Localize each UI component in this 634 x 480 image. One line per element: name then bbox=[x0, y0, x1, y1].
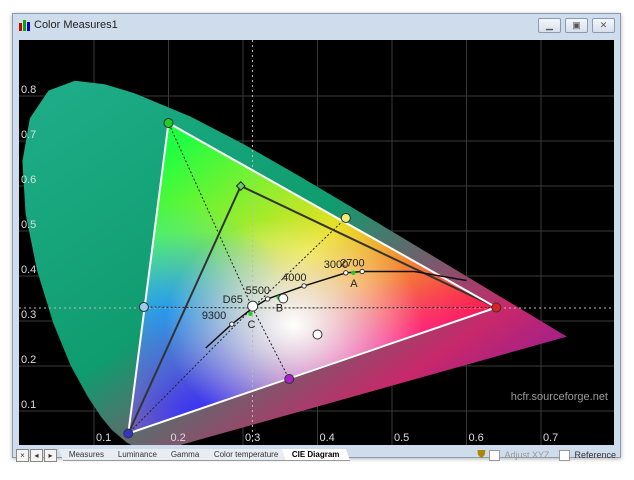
tab-label: Measures bbox=[68, 450, 104, 459]
yellow-marker bbox=[340, 212, 351, 223]
watermark-text: hcfr.sourceforge.net bbox=[511, 391, 608, 403]
close-tab-button[interactable]: × bbox=[16, 448, 29, 462]
x-tick-label: 0.4 bbox=[320, 432, 335, 444]
temperature-point bbox=[264, 296, 271, 302]
tab-measures[interactable]: Measures bbox=[58, 449, 115, 461]
illuminant-point bbox=[351, 270, 356, 276]
x-tick-label: 0.2 bbox=[171, 432, 186, 444]
measured-point bbox=[312, 329, 323, 340]
title-bar: Color Measures1 bbox=[19, 19, 118, 31]
app-window: Color Measures1 ▁ ▣ ✕ 0.1 0.2 0.3 0.4 0.5 0.6… bbox=[12, 13, 621, 462]
cyan-marker bbox=[138, 302, 149, 313]
tab-label: CIE Diagram bbox=[292, 450, 340, 459]
tab-gamma[interactable]: Gamma bbox=[161, 449, 210, 461]
x-tick-label: 0.6 bbox=[469, 432, 484, 444]
adjust-xyz-checkbox[interactable] bbox=[489, 449, 501, 461]
window-title: Color Measures1 bbox=[34, 19, 118, 31]
primary-marker bbox=[491, 302, 502, 313]
tab-bar: × ◂ ▸ Measures Luminance Gamma Color tem… bbox=[16, 446, 616, 464]
tab-cie-diagram[interactable]: CIE Diagram bbox=[282, 449, 350, 461]
cie-chart-svg: 0.1 0.2 0.3 0.4 0.5 0.6 0.7 0.1 0.2 0.3 0.4 0.5 0.6 0… bbox=[19, 40, 614, 454]
temperature-point bbox=[359, 268, 365, 275]
tab-luminance[interactable]: Luminance bbox=[107, 449, 168, 461]
temperature-point bbox=[343, 270, 349, 276]
primary-marker bbox=[163, 118, 174, 128]
adjust-xyz-label: Adjust XYZ bbox=[504, 450, 550, 460]
minimize-button[interactable]: ▁ bbox=[538, 18, 561, 33]
white-to-primary-line bbox=[252, 217, 347, 309]
temperature-point bbox=[229, 321, 235, 327]
gamut-fill bbox=[128, 123, 497, 434]
temperature-label: D65 bbox=[223, 294, 243, 306]
reference-gamut-triangle bbox=[127, 121, 499, 435]
illuminant-label: C bbox=[247, 319, 255, 331]
measured-green-marker bbox=[235, 181, 246, 191]
temperature-point bbox=[301, 283, 307, 289]
y-tick-label: 0.8 bbox=[21, 84, 36, 96]
tab-label: Gamma bbox=[171, 450, 200, 459]
primary-marker bbox=[123, 428, 134, 439]
y-tick-label: 0.7 bbox=[21, 129, 36, 141]
tab-label: Luminance bbox=[117, 450, 158, 459]
x-tick-label: 0.1 bbox=[96, 432, 111, 444]
x-tick-label: 0.5 bbox=[394, 432, 409, 444]
temperature-label: 3000 bbox=[324, 259, 348, 271]
measured-point bbox=[247, 300, 259, 312]
reference-checkbox[interactable] bbox=[559, 449, 571, 461]
x-tick-label: 0.7 bbox=[543, 432, 558, 444]
tab-label: Color temperature bbox=[213, 450, 279, 459]
illuminant-point bbox=[248, 311, 253, 316]
illuminant-label: A bbox=[350, 278, 358, 290]
y-tick-label: 0.4 bbox=[21, 264, 36, 276]
white-to-primary-line bbox=[252, 307, 290, 380]
illuminant-label: B bbox=[276, 303, 283, 315]
shield-icon[interactable]: ⛊ bbox=[477, 448, 486, 461]
white-to-primary-line bbox=[127, 307, 253, 434]
next-tab-button[interactable]: ▸ bbox=[44, 448, 57, 462]
prev-tab-button[interactable]: ◂ bbox=[30, 448, 43, 462]
measured-point bbox=[278, 293, 289, 304]
y-tick-label: 0.2 bbox=[21, 354, 36, 366]
temperature-label: 5500 bbox=[246, 285, 270, 297]
maximize-button[interactable]: ▣ bbox=[565, 18, 588, 33]
temperature-label: 4000 bbox=[282, 272, 306, 284]
white-to-primary-line bbox=[168, 122, 253, 309]
temperature-label: 9300 bbox=[202, 310, 226, 322]
magenta-marker bbox=[284, 374, 295, 385]
cie-diagram[interactable]: 0.1 0.2 0.3 0.4 0.5 0.6 0.7 0.1 0.2 0.3 0.4 0.5 0.6 0… bbox=[19, 40, 614, 454]
y-tick-label: 0.3 bbox=[21, 309, 36, 321]
reference-label: Reference bbox=[574, 450, 616, 460]
y-tick-label: 0.1 bbox=[21, 399, 36, 411]
temperature-label: 2700 bbox=[340, 258, 364, 270]
x-tick-label: 0.3 bbox=[245, 432, 260, 444]
close-button[interactable]: ✕ bbox=[592, 18, 615, 33]
y-tick-label: 0.6 bbox=[21, 174, 36, 186]
y-tick-label: 0.5 bbox=[21, 219, 36, 231]
app-chart-icon bbox=[19, 19, 30, 31]
tab-color-temperature[interactable]: Color temperature bbox=[203, 449, 289, 461]
